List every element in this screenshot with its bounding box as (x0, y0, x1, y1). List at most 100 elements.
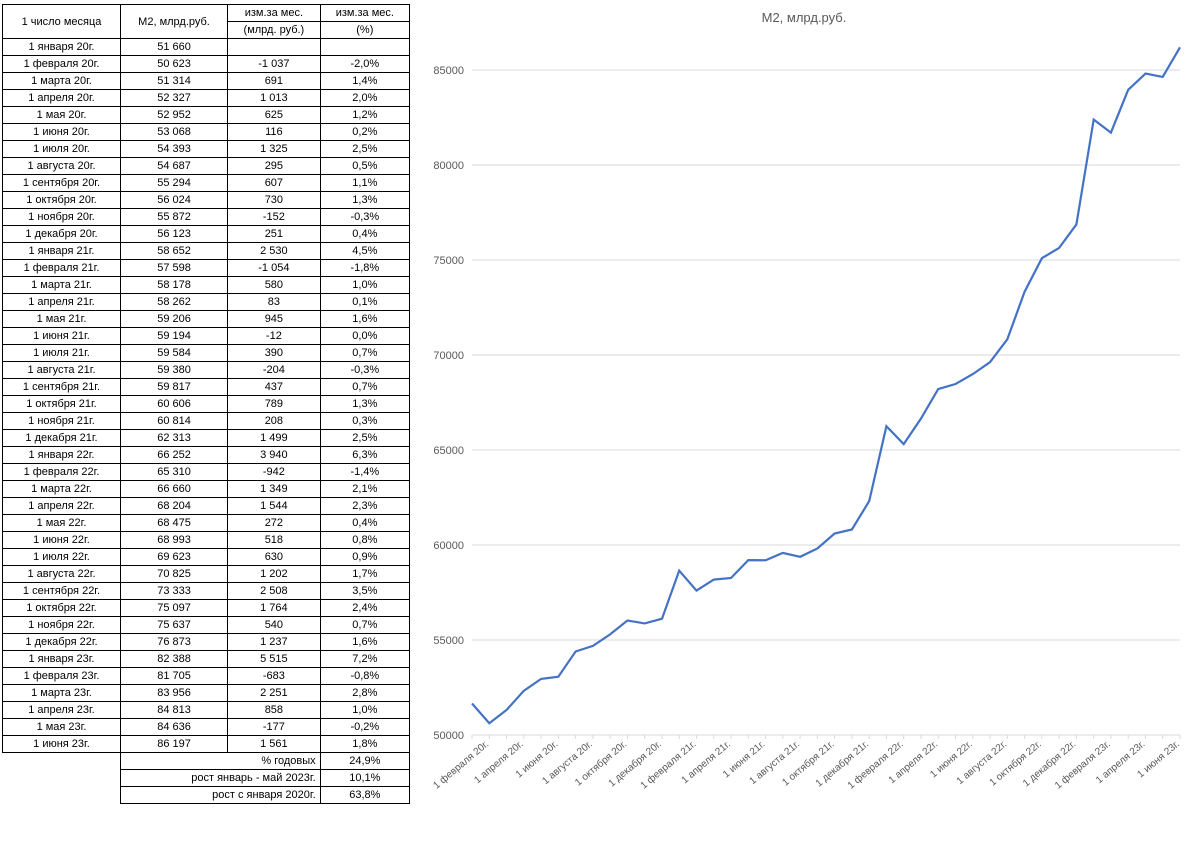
table-cell: 1 декабря 22г. (3, 634, 121, 651)
table-cell: -1,4% (320, 464, 409, 481)
table-row: 1 августа 21г.59 380-204-0,3% (3, 362, 410, 379)
table-row: 1 ноября 21г.60 8142080,3% (3, 413, 410, 430)
table-cell: 1 марта 21г. (3, 277, 121, 294)
table-cell: 116 (228, 124, 321, 141)
summary-value: 24,9% (320, 753, 409, 770)
table-cell: 0,7% (320, 617, 409, 634)
table-cell: 607 (228, 175, 321, 192)
chart-area: М2, млрд.руб. 50000550006000065000700007… (416, 8, 1192, 860)
table-cell: 58 262 (120, 294, 227, 311)
table-cell: 86 197 (120, 736, 227, 753)
table-cell: 58 652 (120, 243, 227, 260)
table-cell: 1 февраля 20г. (3, 56, 121, 73)
table-row: 1 августа 22г.70 8251 2021,7% (3, 566, 410, 583)
table-cell: 1 561 (228, 736, 321, 753)
table-row: 1 января 21г.58 6522 5304,5% (3, 243, 410, 260)
col-header-m2: М2, млрд.руб. (120, 5, 227, 39)
table-cell: 1 мая 21г. (3, 311, 121, 328)
summary-label: рост с января 2020г. (120, 787, 320, 804)
data-table-panel: 1 число месяца М2, млрд.руб. изм.за мес.… (0, 0, 412, 868)
table-cell: 1,0% (320, 702, 409, 719)
table-cell: 691 (228, 73, 321, 90)
table-cell: 70 825 (120, 566, 227, 583)
table-cell: 1 октября 22г. (3, 600, 121, 617)
table-cell: 945 (228, 311, 321, 328)
table-cell: 84 636 (120, 719, 227, 736)
col-header-change-abs-top: изм.за мес. (228, 5, 321, 22)
table-cell: 272 (228, 515, 321, 532)
table-row: 1 декабря 20г.56 1232510,4% (3, 226, 410, 243)
table-cell: 1 апреля 21г. (3, 294, 121, 311)
y-axis-label: 75000 (433, 255, 464, 267)
table-cell: 1,6% (320, 634, 409, 651)
summary-value: 63,8% (320, 787, 409, 804)
table-cell: 208 (228, 413, 321, 430)
y-axis-label: 50000 (433, 730, 464, 742)
table-cell: 1 июня 20г. (3, 124, 121, 141)
table-cell: 1 октября 20г. (3, 192, 121, 209)
table-cell: 1 февраля 23г. (3, 668, 121, 685)
table-cell: 437 (228, 379, 321, 396)
table-cell: 1 013 (228, 90, 321, 107)
table-cell: 1 июня 21г. (3, 328, 121, 345)
col-header-date: 1 число месяца (3, 5, 121, 39)
table-cell: 1 764 (228, 600, 321, 617)
table-cell: 1 октября 21г. (3, 396, 121, 413)
y-axis-label: 80000 (433, 160, 464, 172)
table-cell: 1 ноября 20г. (3, 209, 121, 226)
table-cell: 1 января 22г. (3, 447, 121, 464)
table-cell: 1 марта 23г. (3, 685, 121, 702)
table-cell: 58 178 (120, 277, 227, 294)
table-cell: 60 606 (120, 396, 227, 413)
table-cell: 1 544 (228, 498, 321, 515)
table-cell: 390 (228, 345, 321, 362)
table-cell: 1,0% (320, 277, 409, 294)
table-row: 1 мая 23г.84 636-177-0,2% (3, 719, 410, 736)
table-cell: 1 июля 20г. (3, 141, 121, 158)
table-cell: 295 (228, 158, 321, 175)
table-cell: -12 (228, 328, 321, 345)
table-cell: -683 (228, 668, 321, 685)
table-row: 1 января 20г.51 660 (3, 39, 410, 56)
table-cell: 0,4% (320, 515, 409, 532)
table-cell: 66 660 (120, 481, 227, 498)
table-cell: 1 марта 20г. (3, 73, 121, 90)
table-cell: 1 июня 23г. (3, 736, 121, 753)
table-cell: 1,3% (320, 192, 409, 209)
table-cell: 1 февраля 22г. (3, 464, 121, 481)
table-cell: 68 993 (120, 532, 227, 549)
table-cell: 1 июля 22г. (3, 549, 121, 566)
table-cell: 1 325 (228, 141, 321, 158)
table-cell: 68 204 (120, 498, 227, 515)
table-row: 1 июня 23г.86 1971 5611,8% (3, 736, 410, 753)
table-cell: 0,2% (320, 124, 409, 141)
table-cell: 1 июля 21г. (3, 345, 121, 362)
table-row: 1 марта 22г.66 6601 3492,1% (3, 481, 410, 498)
table-cell: 59 194 (120, 328, 227, 345)
table-cell: -1 054 (228, 260, 321, 277)
y-axis-label: 85000 (433, 65, 464, 77)
col-header-change-pct-bot: (%) (320, 22, 409, 39)
table-cell: 1,8% (320, 736, 409, 753)
table-cell: 1 декабря 21г. (3, 430, 121, 447)
table-cell: 1 августа 22г. (3, 566, 121, 583)
table-cell: 251 (228, 226, 321, 243)
table-cell: 2 251 (228, 685, 321, 702)
table-row: 1 сентября 21г.59 8174370,7% (3, 379, 410, 396)
table-cell: 2,4% (320, 600, 409, 617)
table-cell: 789 (228, 396, 321, 413)
table-row: 1 февраля 23г.81 705-683-0,8% (3, 668, 410, 685)
table-cell: 54 687 (120, 158, 227, 175)
table-cell: 82 388 (120, 651, 227, 668)
table-row: 1 июля 21г.59 5843900,7% (3, 345, 410, 362)
table-row: 1 июля 20г.54 3931 3252,5% (3, 141, 410, 158)
table-cell: 2,1% (320, 481, 409, 498)
table-cell: 730 (228, 192, 321, 209)
table-cell: 2,3% (320, 498, 409, 515)
table-cell: 1 237 (228, 634, 321, 651)
table-cell: 0,0% (320, 328, 409, 345)
table-cell: 60 814 (120, 413, 227, 430)
summary-value: 10,1% (320, 770, 409, 787)
table-row: 1 мая 20г.52 9526251,2% (3, 107, 410, 124)
summary-row: % годовых24,9% (3, 753, 410, 770)
